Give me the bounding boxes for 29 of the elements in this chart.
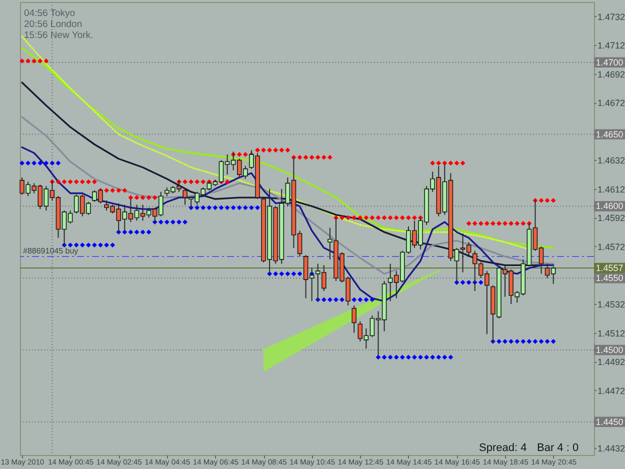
line-series: [21, 116, 554, 275]
y-tick-label: 1.4612: [598, 184, 625, 194]
annotation: 04:56 Tokyo: [24, 8, 76, 19]
ref-line-label: 1.4600: [596, 201, 624, 212]
y-tick-label: 1.4472: [598, 386, 625, 396]
y-tick-label: 1.4632: [598, 156, 625, 166]
ref-line-label: 1.4650: [596, 129, 624, 140]
y-tick-label: 1.4432: [598, 443, 625, 454]
ref-line-label: 1.4500: [596, 345, 624, 356]
ref-line-label: 1.4550: [596, 273, 624, 284]
annotation: Bar 4 : 0: [537, 442, 579, 454]
annotation: 20:56 London: [24, 19, 82, 30]
y-tick-label: 1.4572: [598, 242, 625, 252]
ref-line-label: 1.4450: [596, 416, 624, 427]
y-tick-label: 1.4532: [598, 300, 625, 310]
annotation: 15:56 New York.: [24, 30, 94, 41]
ref-line-label: 1.4557: [596, 263, 624, 274]
y-tick-label: 1.4672: [598, 98, 625, 108]
line-series: [21, 146, 554, 302]
candlestick: [352, 304, 356, 334]
y-tick-label: 1.4592: [598, 213, 625, 224]
y-tick-label: 1.4712: [598, 40, 625, 51]
y-tick-label: 1.4512: [598, 328, 625, 338]
ref-line-label: #88691045 buy: [23, 246, 78, 256]
annotation: Spread: 4: [479, 442, 527, 454]
y-tick-label: 1.4492: [598, 357, 625, 368]
y-tick-label: 1.4692: [598, 69, 625, 80]
y-tick-label: 1.4732: [598, 12, 625, 22]
ref-line-label: 1.4700: [596, 57, 624, 68]
